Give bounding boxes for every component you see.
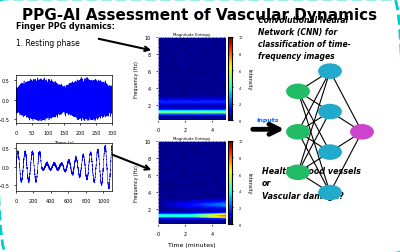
X-axis label: Time (s): Time (s) [54,141,74,146]
Y-axis label: Frequency (Hz): Frequency (Hz) [134,61,139,98]
Title: Magnitude Entropy: Magnitude Entropy [173,33,210,37]
Circle shape [319,65,341,79]
Circle shape [287,125,309,139]
Circle shape [287,85,309,99]
Y-axis label: Frequency (Hz): Frequency (Hz) [134,164,139,201]
Circle shape [319,105,341,119]
Title: Magnitude Entropy: Magnitude Entropy [173,136,210,140]
Circle shape [351,125,373,139]
Y-axis label: Intensity: Intensity [246,172,252,193]
Y-axis label: Intensity: Intensity [246,69,252,90]
Text: Convolutional Neural
Network (CNN) for
classification of time-
frequency images: Convolutional Neural Network (CNN) for c… [258,16,351,60]
Circle shape [287,166,309,180]
Text: PPG-AI Assessment of Vascular Dynamics: PPG-AI Assessment of Vascular Dynamics [22,8,378,22]
Text: 1. Resting phase: 1. Resting phase [16,39,80,48]
Text: Healthy blood vessels
or
Vascular damage?: Healthy blood vessels or Vascular damage… [262,166,361,200]
Text: 2. Response
following 5-minute
arm cuff occlusion
phase: 2. Response following 5-minute arm cuff … [16,147,83,174]
Text: Finger PPG dynamics:: Finger PPG dynamics: [16,21,115,30]
Circle shape [319,186,341,200]
Circle shape [319,145,341,160]
X-axis label: Time (minutes): Time (minutes) [168,242,216,247]
Text: Inputs: Inputs [256,117,278,122]
